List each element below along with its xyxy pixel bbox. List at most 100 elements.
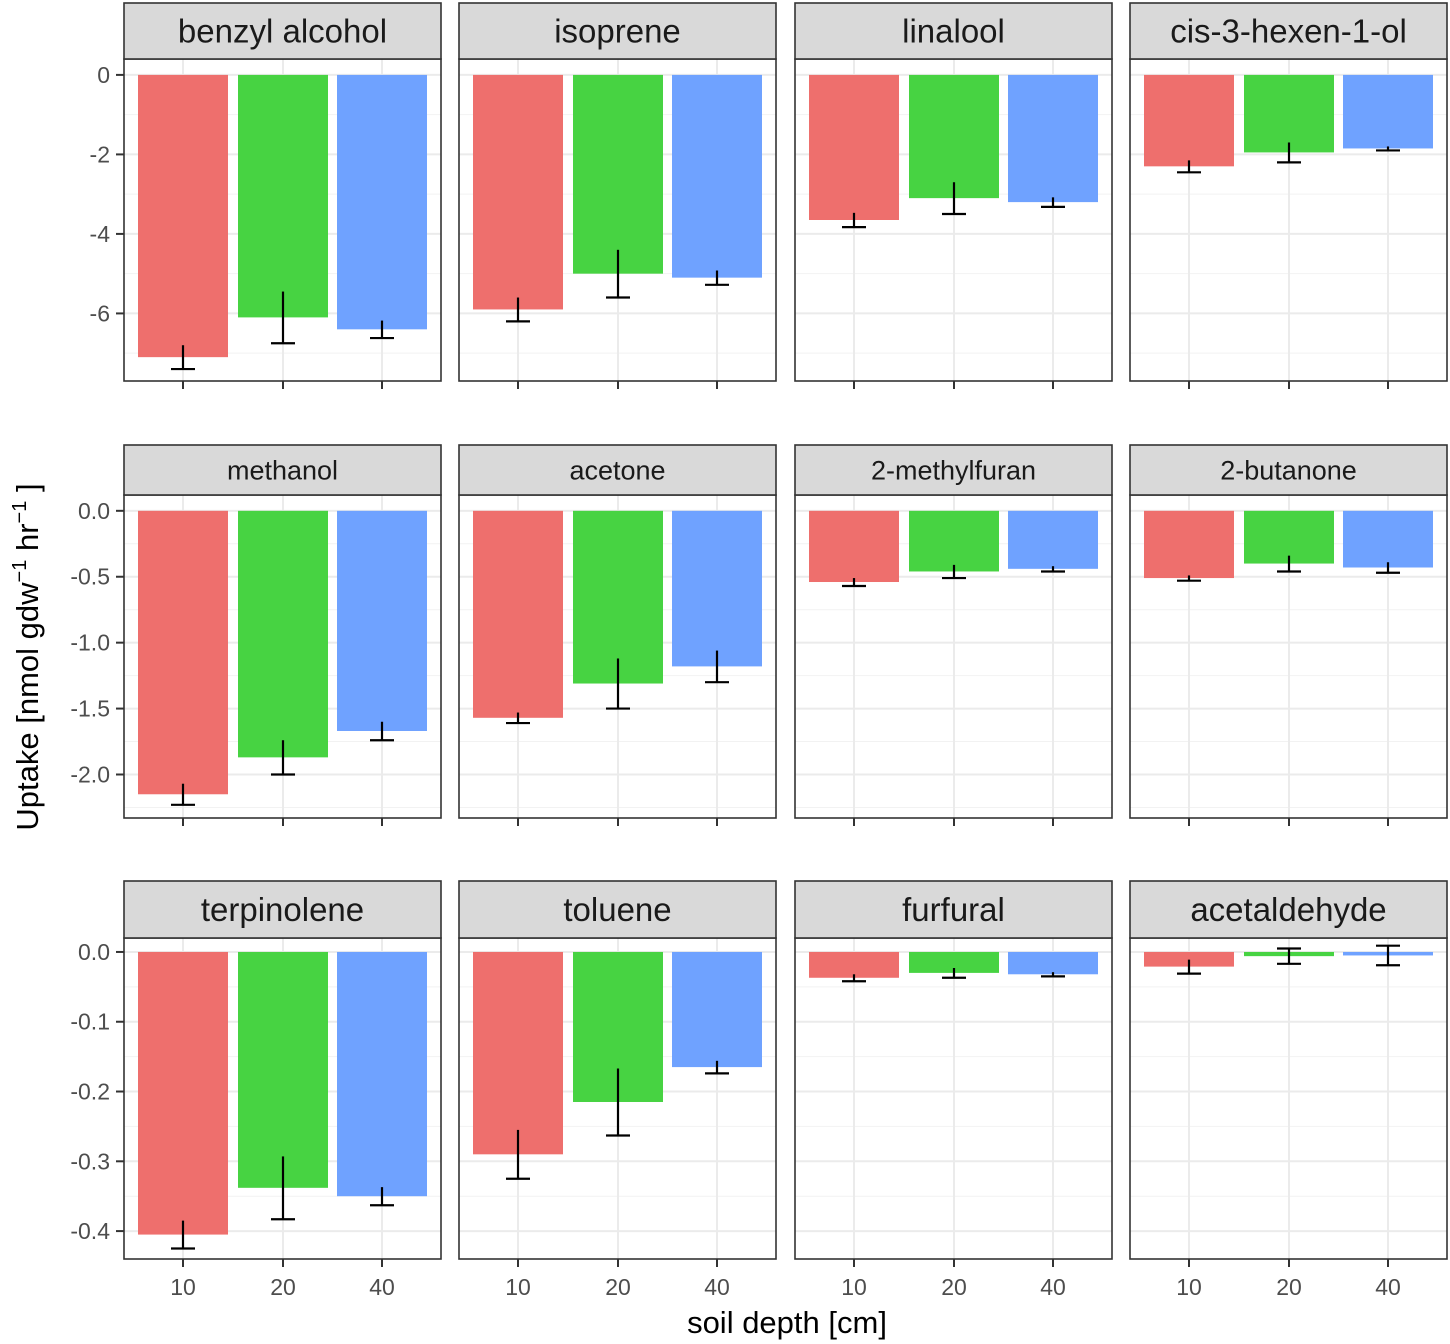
x-tick-label: 10: [1176, 1274, 1202, 1300]
facet-title: cis-3-hexen-1-ol: [1170, 13, 1407, 50]
bar: [473, 74, 563, 310]
facet-title: isoprene: [554, 13, 681, 50]
bar: [1244, 510, 1334, 564]
y-axis-title-part: −1: [9, 560, 31, 583]
bar: [1008, 951, 1098, 975]
y-tick-label: -1.0: [70, 630, 110, 656]
bar: [238, 510, 328, 758]
facet-strip: [123, 444, 442, 496]
bar: [473, 510, 563, 718]
y-axis-title-part: −1: [9, 501, 31, 524]
x-tick-label: 40: [1375, 1274, 1401, 1300]
facet-panel: toluene 10 20 40: [458, 880, 777, 1300]
bar: [909, 951, 999, 973]
y-tick-label: -4: [90, 221, 111, 247]
facet-panel: terpinolene 10 20 40: [123, 880, 442, 1300]
bar: [473, 951, 563, 1155]
facet-strip: [1129, 2, 1448, 60]
facet-strip: [458, 880, 777, 939]
y-tick-label: -2: [90, 141, 110, 167]
bar: [138, 510, 228, 795]
y-tick-label: -0.4: [70, 1218, 110, 1244]
facet-strip: [1129, 880, 1448, 939]
x-tick-label: 10: [170, 1274, 196, 1300]
y-tick-label: -2.0: [70, 761, 110, 787]
facet-strip: [458, 2, 777, 60]
facet-strip: [794, 880, 1113, 939]
facet-title: acetaldehyde: [1190, 891, 1386, 928]
facet-title: furfural: [902, 891, 1005, 928]
facet-title: toluene: [563, 891, 671, 928]
y-tick-label: -6: [90, 300, 110, 326]
y-tick-label: 0.0: [78, 498, 110, 524]
facet-title: 2-butanone: [1220, 455, 1357, 485]
facet-title: 2-methylfuran: [871, 455, 1036, 485]
x-tick-label: 20: [605, 1274, 631, 1300]
y-tick-label: -0.3: [70, 1148, 110, 1174]
bar: [672, 74, 762, 278]
x-tick-label: 40: [704, 1274, 730, 1300]
x-tick-label: 40: [369, 1274, 395, 1300]
facet-strip: [1129, 444, 1448, 496]
bar: [672, 951, 762, 1068]
facet-panel: furfural 10 20 40: [794, 880, 1113, 1300]
bar: [809, 951, 899, 978]
x-tick-label: 10: [841, 1274, 867, 1300]
bar: [337, 74, 427, 330]
y-tick-label: -1.5: [70, 696, 110, 722]
facet-panel: linalool: [794, 2, 1113, 389]
y-tick-label: -0.1: [70, 1009, 110, 1035]
facet-strip: [123, 880, 442, 939]
bar: [238, 951, 328, 1188]
facet-panel: cis-3-hexen-1-ol: [1129, 2, 1448, 389]
facet-panel: acetaldehyde 10 20 40: [1129, 880, 1448, 1300]
facet-panel: acetone: [458, 444, 777, 826]
x-axis-title: soil depth [cm]: [687, 1305, 887, 1340]
bar: [337, 951, 427, 1197]
bar: [238, 74, 328, 318]
y-tick-label: -0.5: [70, 564, 110, 590]
y-tick-label: 0: [97, 62, 110, 88]
bar: [809, 74, 899, 220]
bar: [1144, 951, 1234, 967]
bar: [1343, 74, 1433, 149]
bar: [909, 74, 999, 199]
bar: [337, 510, 427, 731]
y-axis-title-part: Uptake [nmol gdw: [10, 582, 45, 831]
x-tick-label: 20: [1276, 1274, 1302, 1300]
facet-panel: benzyl alcohol: [123, 2, 442, 389]
facet-title: acetone: [569, 455, 665, 485]
x-tick-label: 20: [941, 1274, 967, 1300]
bar: [1144, 510, 1234, 579]
y-axis-title-part: ]: [10, 483, 45, 500]
bar: [1244, 74, 1334, 153]
bar: [138, 951, 228, 1235]
x-tick-label: 10: [505, 1274, 531, 1300]
facet-strip: [458, 444, 777, 496]
facet-title: methanol: [227, 455, 338, 485]
bar: [573, 510, 663, 684]
y-axis-title-part: hr: [10, 523, 45, 559]
facet-panel: isoprene: [458, 2, 777, 389]
y-tick-label: -0.2: [70, 1079, 110, 1105]
x-tick-label: 40: [1040, 1274, 1066, 1300]
y-axis-title: Uptake [nmol gdw−1 hr−1 ]: [9, 483, 45, 830]
facet-strip: [123, 2, 442, 60]
bar: [138, 74, 228, 358]
bar: [672, 510, 762, 667]
x-tick-label: 20: [270, 1274, 296, 1300]
facet-panel: methanol: [123, 444, 442, 826]
facet-panel: 2-methylfuran: [794, 444, 1113, 826]
bar: [573, 74, 663, 274]
facet-panel: 2-butanone: [1129, 444, 1448, 826]
facet-strip: [794, 2, 1113, 60]
facet-strip: [794, 444, 1113, 496]
facet-title: linalool: [902, 13, 1005, 50]
bar: [1008, 510, 1098, 569]
bar: [809, 510, 899, 583]
bar: [1144, 74, 1234, 167]
facet-title: terpinolene: [201, 891, 364, 928]
bar: [909, 510, 999, 572]
facet-title: benzyl alcohol: [178, 13, 387, 50]
